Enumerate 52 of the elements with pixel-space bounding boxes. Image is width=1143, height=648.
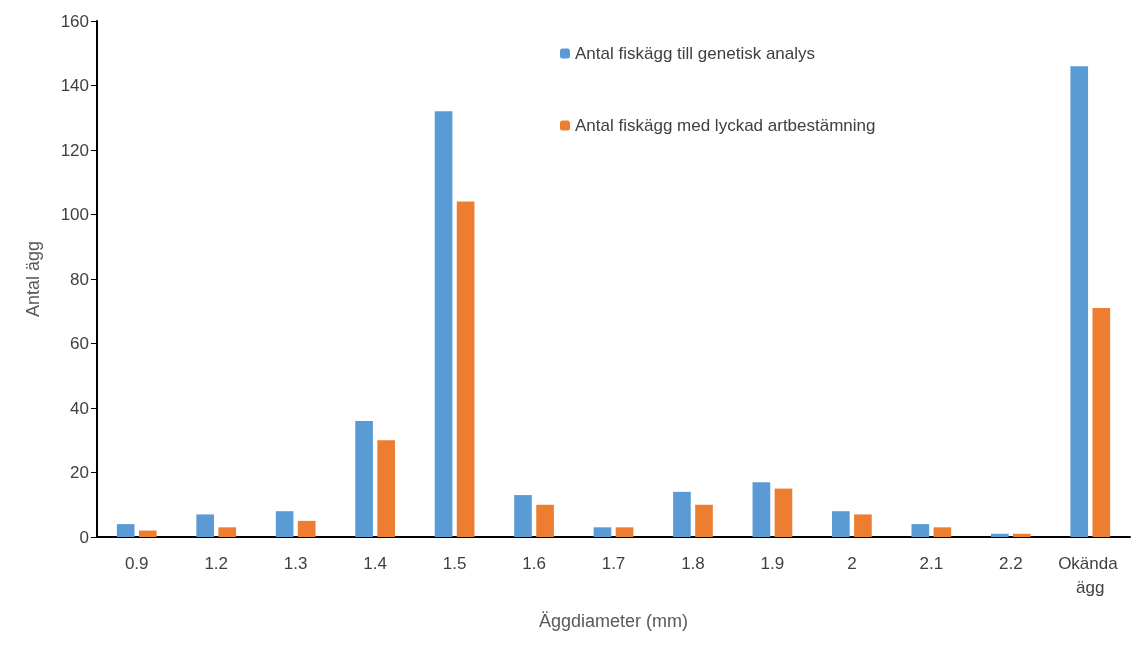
y-tick-label: 160 — [60, 11, 89, 31]
bar — [933, 527, 952, 537]
bar — [536, 504, 554, 537]
bar — [774, 488, 793, 537]
y-tick-label: 0 — [79, 527, 89, 547]
y-tick-label: 40 — [70, 398, 89, 418]
legend-label: Antal fiskägg med lyckad artbestämning — [575, 116, 876, 135]
x-tick-label: 2 — [847, 553, 857, 573]
y-tick-label: 100 — [60, 205, 89, 224]
bar — [138, 530, 157, 537]
bar — [911, 524, 930, 537]
x-tick-label: 1.8 — [681, 553, 705, 573]
y-tick-label: 60 — [70, 334, 89, 353]
x-tick-label: 2.2 — [998, 553, 1023, 573]
x-tick-label: 1.5 — [442, 553, 467, 573]
x-tick-label: 1.2 — [204, 553, 229, 573]
legend-label: Antal fiskägg till genetisk analys — [575, 44, 816, 63]
x-tick-label: 1.6 — [522, 553, 546, 573]
bar — [456, 201, 475, 537]
y-tick-label: 120 — [60, 140, 89, 160]
y-axis-title: Antal ägg — [23, 240, 43, 318]
x-tick-label: 1.4 — [363, 553, 387, 573]
bar — [1092, 308, 1111, 537]
x-tick-label: 1.7 — [601, 553, 626, 573]
bar — [196, 514, 214, 537]
bar — [1070, 66, 1089, 537]
bar — [116, 524, 135, 537]
bar — [218, 527, 237, 537]
bar — [377, 440, 395, 537]
bar — [854, 514, 872, 537]
x-tick-label: 0.9 — [124, 553, 149, 573]
bar — [1013, 533, 1031, 537]
bar — [673, 491, 691, 537]
y-tick-label: 80 — [70, 269, 89, 289]
bar — [297, 520, 316, 537]
bar — [434, 111, 453, 537]
x-tick-label: 1.9 — [760, 553, 785, 573]
x-tick-label: 2.1 — [919, 553, 944, 573]
x-tick-label: Okända ägg — [1058, 553, 1123, 597]
bar — [593, 527, 612, 537]
bar — [355, 420, 373, 537]
y-tick-label: 140 — [60, 76, 89, 95]
bar — [990, 533, 1009, 537]
bar — [695, 504, 713, 537]
bar — [752, 482, 771, 537]
bar — [275, 511, 294, 537]
bar — [832, 511, 850, 537]
x-axis-title: Äggdiameter (mm) — [538, 611, 689, 631]
x-tick-label: 1.3 — [283, 553, 308, 573]
y-tick-label: 20 — [70, 463, 89, 482]
bar — [514, 495, 532, 537]
bar — [615, 527, 634, 537]
